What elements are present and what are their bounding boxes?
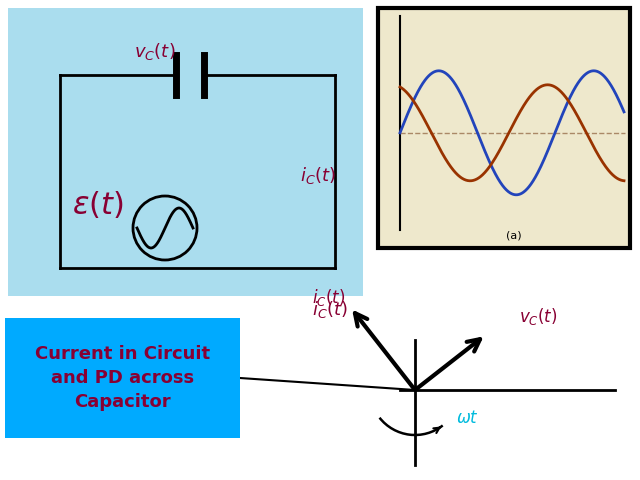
Bar (8, 8, 363, 296)
Text: $v_C(t)$: $v_C(t)$ (518, 306, 557, 327)
Text: $\varepsilon(t)$: $\varepsilon(t)$ (72, 190, 124, 220)
Bar (5, 318, 240, 438)
Text: Current in Circuit
and PD across
Capacitor: Current in Circuit and PD across Capacit… (35, 346, 210, 410)
Bar (378, 8, 630, 248)
Text: $i_C(t)$: $i_C(t)$ (312, 300, 348, 321)
Text: $v_C(t)$: $v_C(t)$ (134, 41, 176, 62)
Text: (a): (a) (506, 230, 522, 240)
Text: $i_C(t)$: $i_C(t)$ (312, 287, 345, 308)
Text: $i_C(t)$: $i_C(t)$ (300, 165, 336, 185)
Text: $\omega t$: $\omega t$ (456, 409, 479, 427)
